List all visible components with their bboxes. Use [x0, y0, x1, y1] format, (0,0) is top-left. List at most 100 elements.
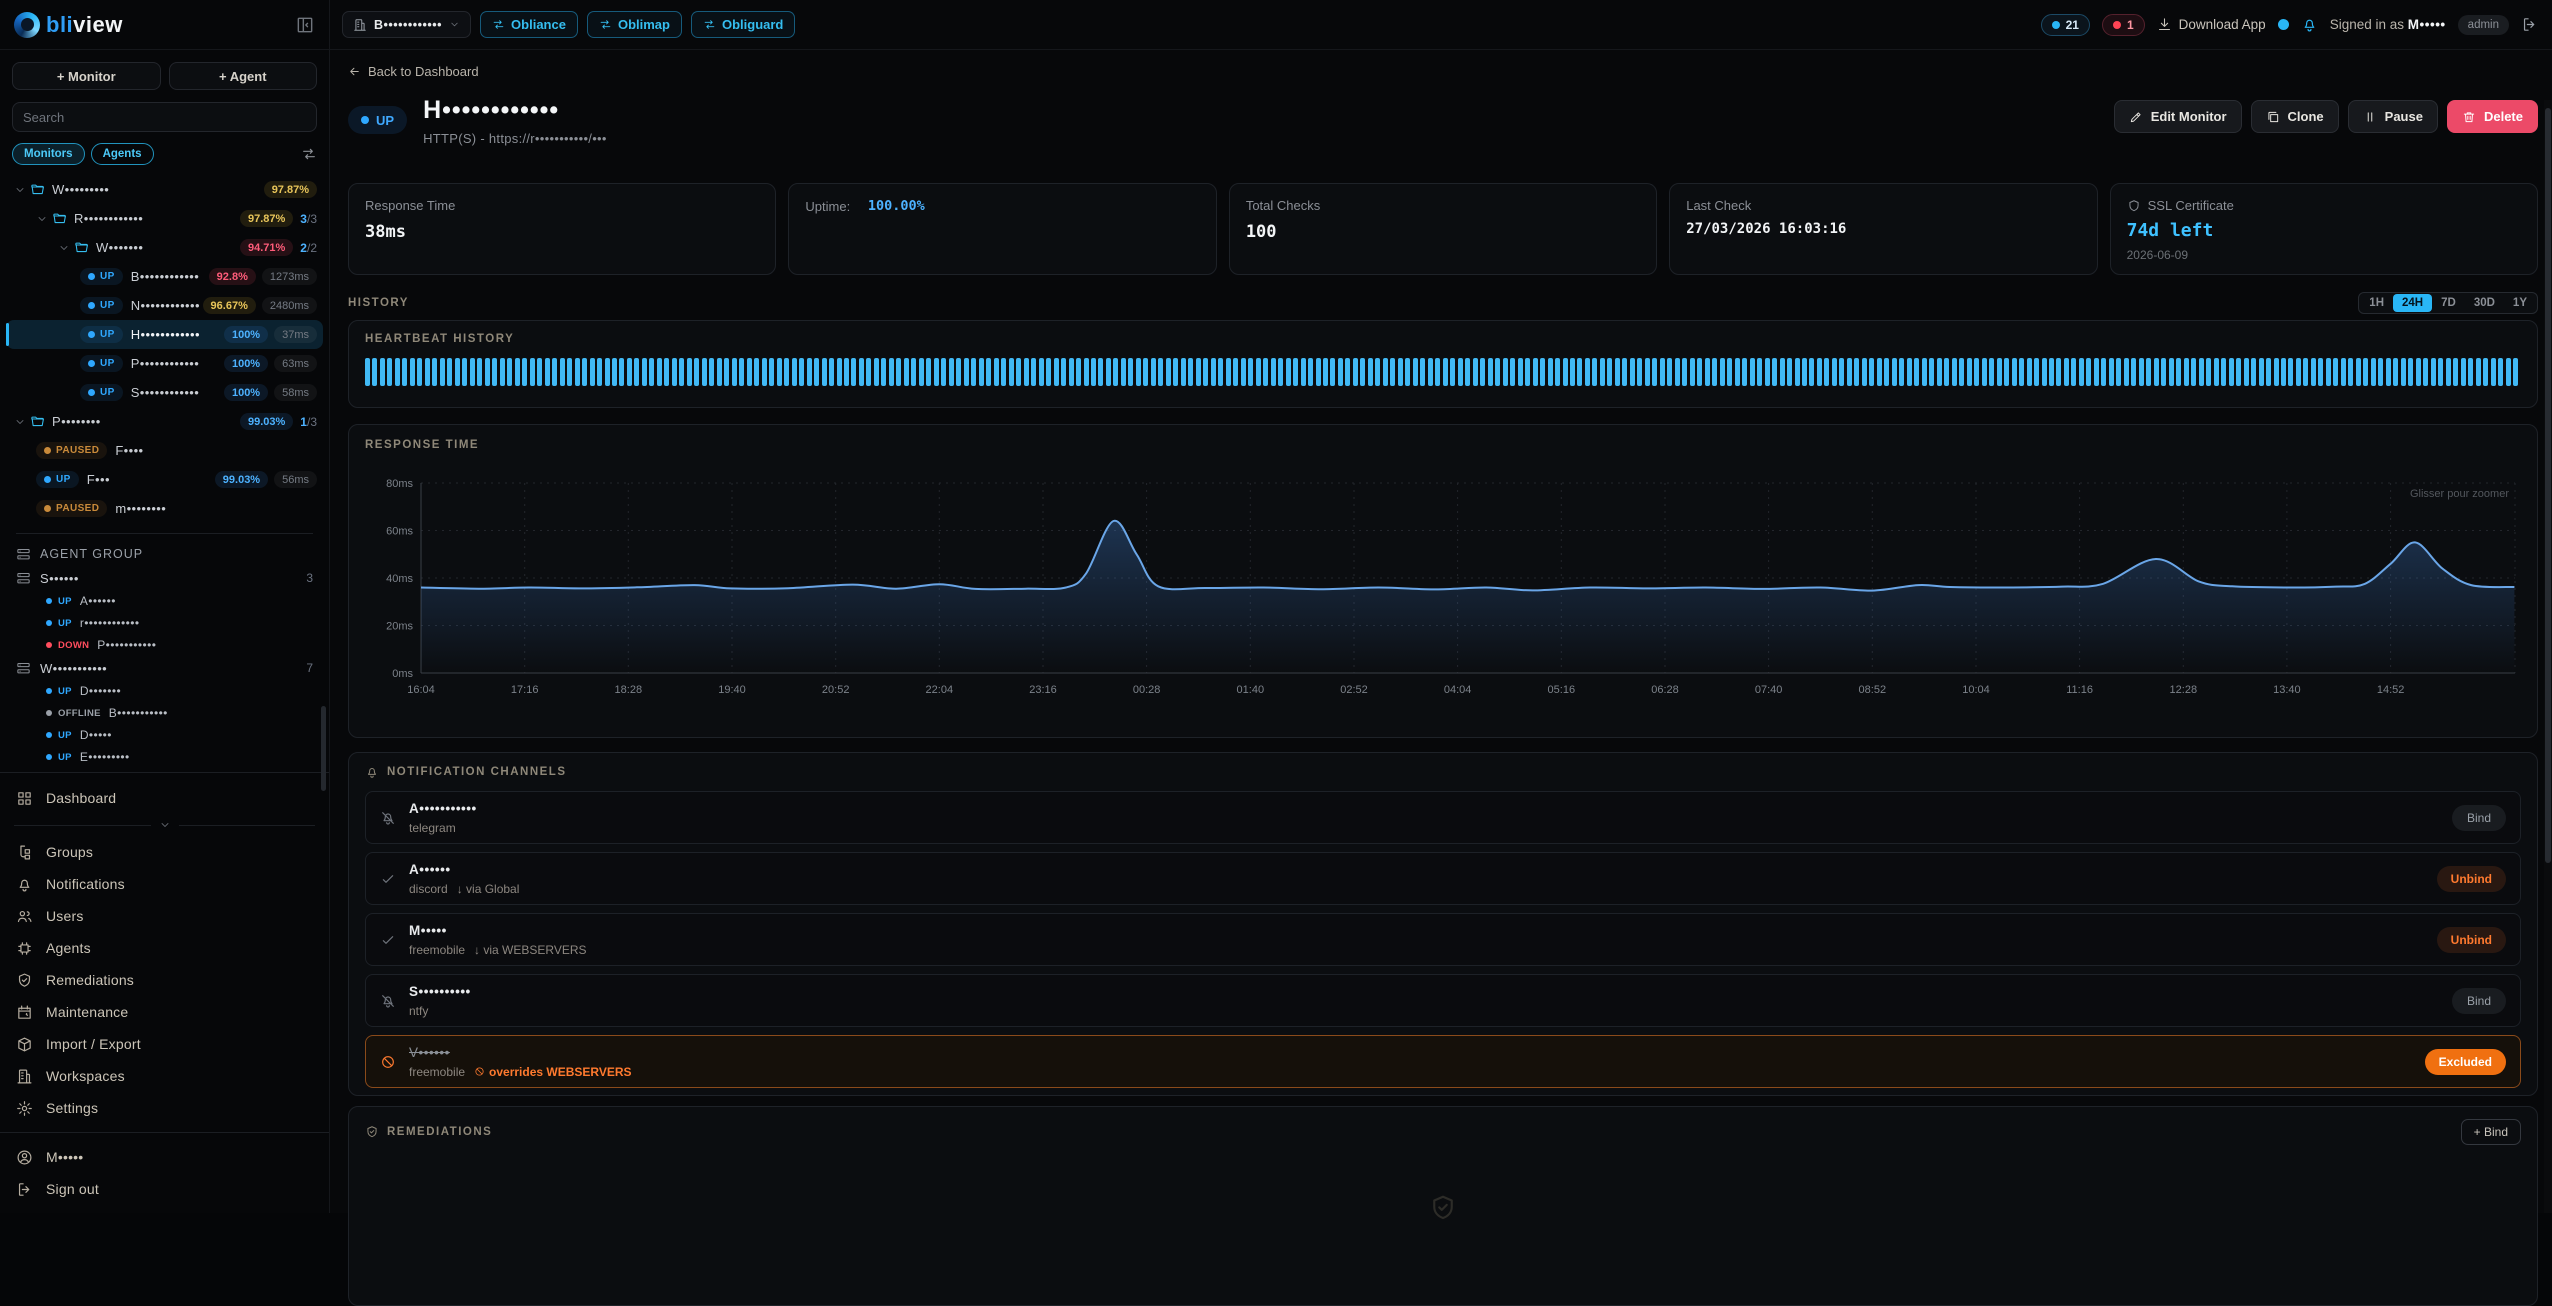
tree-folder[interactable]: R•••••••••••• 97.87% 3/3 — [6, 204, 323, 233]
tree-folder[interactable]: P•••••••• 99.03% 1/3 — [6, 407, 323, 436]
heartbeat-bar — [1831, 358, 1837, 386]
sidebar-item-users[interactable]: Users — [0, 900, 329, 932]
sidebar-item-maintenance[interactable]: Maintenance — [0, 996, 329, 1028]
oblimap-link-button[interactable]: Oblimap — [586, 11, 682, 38]
download-app-button[interactable]: Download App — [2157, 17, 2266, 32]
sidebar-item-remediations[interactable]: Remediations — [0, 964, 329, 996]
logout-icon[interactable] — [2521, 16, 2538, 33]
heartbeat-bar — [1689, 358, 1695, 386]
agent-item[interactable]: UP r•••••••••••• — [6, 612, 323, 634]
heartbeat-bar — [1802, 358, 1807, 386]
search-input[interactable] — [12, 102, 317, 132]
delete-button[interactable]: Delete — [2446, 100, 2538, 133]
heartbeat-bar — [2191, 358, 2197, 386]
sidebar-item-groups[interactable]: Groups — [0, 836, 329, 868]
heartbeat-bar — [1854, 358, 1860, 386]
svg-text:12:28: 12:28 — [2170, 684, 2198, 696]
bell-icon[interactable] — [2301, 16, 2318, 33]
range-30d-button[interactable]: 30D — [2473, 297, 2495, 309]
tree-folder[interactable]: W••••••• 94.71% 2/2 — [6, 233, 323, 262]
tree-monitor[interactable]: PAUSED F•••• — [6, 436, 323, 465]
agent-item[interactable]: UP A•••••• — [6, 590, 323, 612]
agent-item[interactable]: UP D••••••• — [6, 680, 323, 702]
unbind-button[interactable]: Unbind — [2436, 926, 2506, 953]
sidebar-item-import-export[interactable]: Import / Export — [0, 1028, 329, 1060]
swap-icon[interactable] — [301, 146, 317, 162]
obliguard-link-button[interactable]: Obliguard — [690, 11, 796, 38]
agent-group[interactable]: S•••••• 3 — [6, 566, 323, 590]
sidebar-item-sign-out[interactable]: Sign out — [0, 1173, 329, 1205]
total-checks-value: 100 — [1245, 222, 1277, 242]
tree-monitor[interactable]: UP S•••••••••••• 100% 58ms — [6, 378, 323, 407]
folder-icon — [30, 414, 45, 429]
down-count-badge[interactable]: 1 — [2101, 13, 2145, 36]
filter-pill-monitors[interactable]: Monitors — [12, 143, 85, 165]
heartbeat-bar — [1906, 358, 1912, 386]
tree-monitor[interactable]: UP F••• 99.03% 56ms — [6, 465, 323, 494]
user-circle-icon — [16, 1149, 33, 1166]
bind-button[interactable]: Bind — [2451, 987, 2506, 1014]
main-scrollbar[interactable] — [2544, 100, 2552, 1213]
up-count-badge[interactable]: 21 — [2040, 13, 2090, 36]
heartbeat-bar — [694, 358, 700, 386]
agent-group[interactable]: W••••••••••• 7 — [6, 656, 323, 680]
search-wrap — [0, 90, 329, 132]
sidebar-item-dashboard[interactable]: Dashboard — [0, 782, 329, 814]
nav-divider[interactable] — [0, 814, 329, 836]
agent-item[interactable]: DOWN P••••••••••• — [6, 634, 323, 656]
bind-button[interactable]: Bind — [2451, 804, 2506, 831]
tree-monitor-selected[interactable]: UP H•••••••••••• 100% 37ms — [6, 320, 323, 349]
remediations-bind-button[interactable]: + Bind — [2460, 1119, 2521, 1145]
tree-monitor[interactable]: UP N•••••••••••• 96.67% 2480ms — [6, 291, 323, 320]
heartbeat-bar — [2490, 358, 2496, 386]
unbind-button[interactable]: Unbind — [2436, 865, 2506, 892]
back-to-dashboard-link[interactable]: Back to Dashboard — [348, 64, 479, 79]
tree-monitor[interactable]: UP P•••••••••••• 100% 63ms — [6, 349, 323, 378]
svg-text:80ms: 80ms — [386, 478, 413, 490]
filter-pill-agents[interactable]: Agents — [90, 143, 154, 165]
total-checks-card: Total Checks 100 — [1228, 183, 1658, 275]
sidebar-item-settings[interactable]: Settings — [0, 1092, 329, 1124]
sidebar-scrollbar[interactable] — [321, 706, 326, 791]
tree-monitor[interactable]: PAUSED m•••••••• — [6, 494, 323, 523]
heartbeat-bar — [2445, 358, 2451, 386]
add-agent-button[interactable]: + Agent — [168, 62, 317, 90]
heartbeat-bar — [1480, 358, 1486, 386]
edit-monitor-button[interactable]: Edit Monitor — [2113, 100, 2242, 133]
theme-dot-icon[interactable] — [2277, 19, 2289, 30]
clone-button[interactable]: Clone — [2250, 100, 2339, 133]
obliance-link-button[interactable]: Obliance — [480, 11, 578, 38]
heartbeat-bar — [1158, 358, 1164, 386]
heartbeat-bar — [1016, 358, 1022, 386]
tree-folder[interactable]: W••••••••• 97.87% — [6, 175, 323, 204]
svg-text:19:40: 19:40 — [718, 684, 746, 696]
heartbeat-bar — [574, 358, 580, 386]
heartbeat-bar — [1674, 358, 1680, 386]
sidebar-item-notifications[interactable]: Notifications — [0, 868, 329, 900]
agent-item[interactable]: UP D••••• — [6, 724, 323, 746]
uptime-badge: 100% — [223, 326, 269, 343]
latency-badge: 58ms — [274, 384, 317, 401]
range-7d-button[interactable]: 7D — [2441, 297, 2456, 309]
agent-group-header: AGENT GROUP — [6, 542, 323, 566]
sidebar-item-agents[interactable]: Agents — [0, 932, 329, 964]
agent-item[interactable]: OFFLINE B••••••••••• — [6, 702, 323, 724]
scrollbar-thumb[interactable] — [2545, 108, 2551, 863]
agent-item[interactable]: UP E••••••••• — [6, 746, 323, 768]
add-monitor-button[interactable]: + Monitor — [12, 62, 161, 90]
pause-button[interactable]: Pause — [2347, 100, 2438, 133]
channel-type: discord — [409, 881, 448, 896]
response-time-chart[interactable]: 0ms 20ms 40ms 60ms 80ms 16:04 17:16 18:28 19:40 2… — [365, 455, 2523, 737]
shield-icon — [2127, 199, 2141, 213]
sidebar-item-workspaces[interactable]: Workspaces — [0, 1060, 329, 1092]
sidebar-item-profile[interactable]: M••••• — [0, 1141, 329, 1173]
heartbeat-bar — [432, 358, 438, 386]
range-24h-button[interactable]: 24H — [2393, 294, 2433, 312]
workspace-selector[interactable]: B•••••••••••• — [342, 11, 472, 38]
range-1h-button[interactable]: 1H — [2369, 297, 2384, 309]
notification-channel-list: A••••••••••• telegram Bind A•••••• discord… — [365, 791, 2521, 1088]
collapse-sidebar-icon[interactable] — [295, 15, 315, 35]
tree-monitor[interactable]: UP B•••••••••••• 92.8% 1273ms — [6, 262, 323, 291]
heartbeat-bar — [2236, 358, 2242, 386]
range-1y-button[interactable]: 1Y — [2512, 297, 2527, 309]
